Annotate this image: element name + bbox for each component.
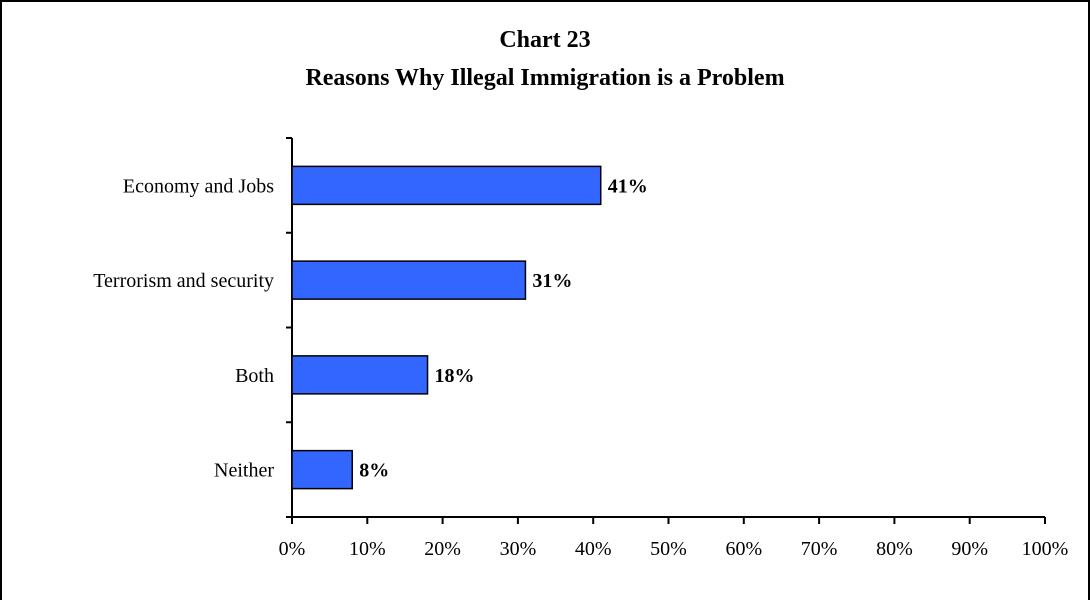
x-tick-label: 30% <box>500 538 537 560</box>
x-tick-label: 50% <box>650 538 687 560</box>
x-tick-label: 100% <box>1022 538 1069 560</box>
bar <box>291 260 527 300</box>
x-tick-label: 80% <box>876 538 913 560</box>
x-tick-label: 0% <box>279 538 306 560</box>
data-label: 41% <box>608 175 648 197</box>
data-label: 31% <box>532 270 572 292</box>
bar <box>291 449 353 490</box>
data-label: 18% <box>435 365 475 387</box>
x-tick-label: 40% <box>575 538 612 560</box>
x-tick-label: 90% <box>951 538 988 560</box>
chart-title: Chart 23 <box>499 27 591 53</box>
x-tick-label: 10% <box>349 538 386 560</box>
chart-subtitle: Reasons Why Illegal Immigration is a Pro… <box>305 65 785 91</box>
data-label: 8% <box>359 460 389 482</box>
bar <box>291 165 602 206</box>
x-tick-label: 20% <box>424 538 461 560</box>
category-label: Terrorism and security <box>93 270 274 292</box>
x-tick-label: 70% <box>801 538 838 560</box>
category-label: Economy and Jobs <box>123 175 274 197</box>
x-tick-label: 60% <box>725 538 762 560</box>
bar <box>291 355 429 395</box>
category-label: Both <box>235 365 274 387</box>
category-label: Neither <box>214 460 274 482</box>
